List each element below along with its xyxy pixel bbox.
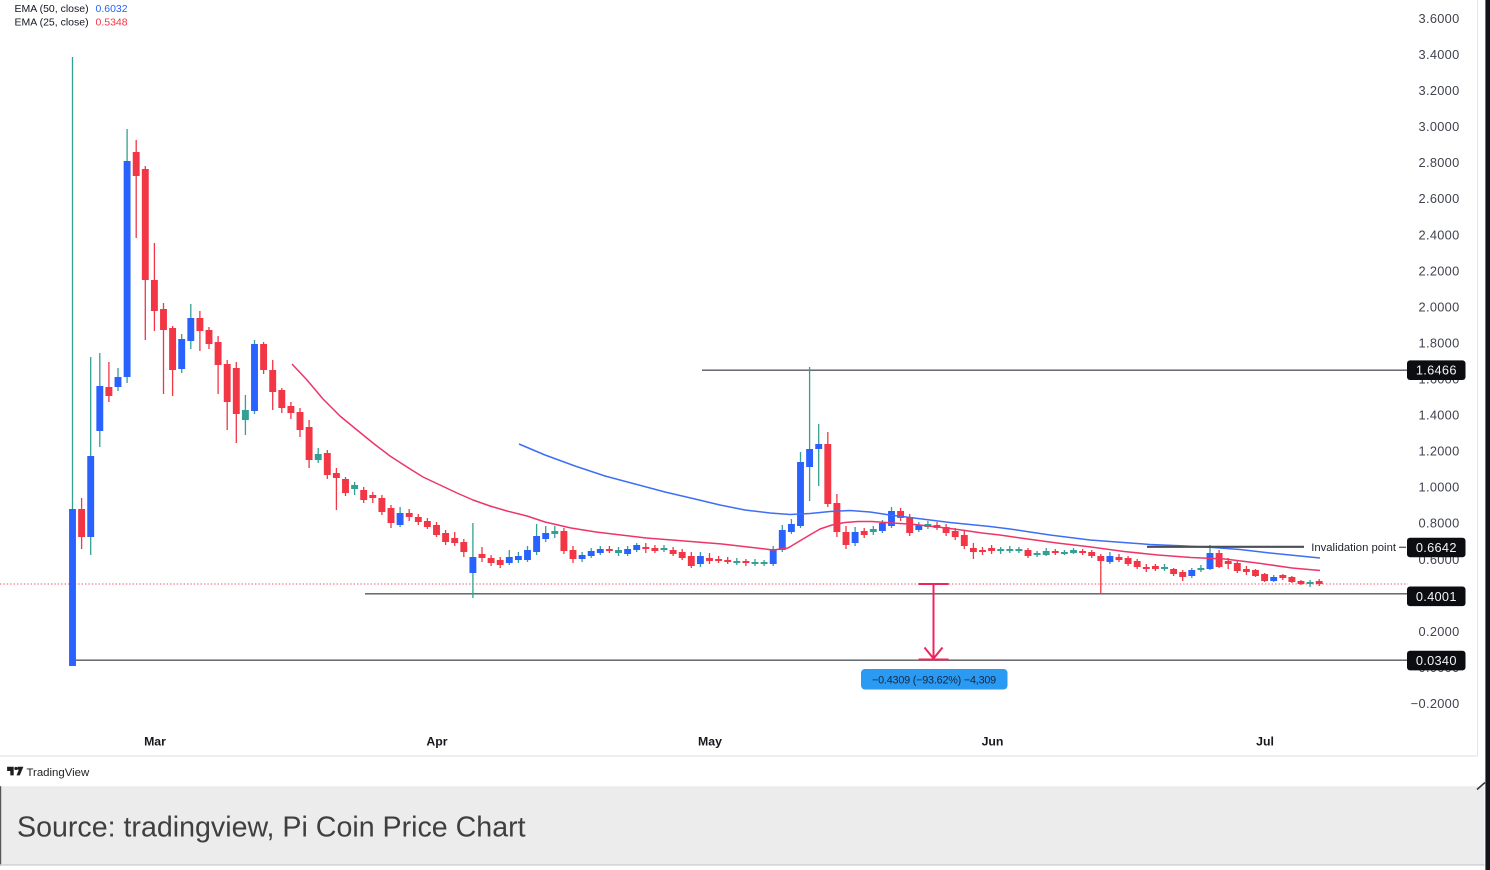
svg-text:1.6466: 1.6466: [1416, 363, 1457, 378]
svg-text:1.2000: 1.2000: [1419, 444, 1460, 459]
svg-text:0.8000: 0.8000: [1419, 516, 1460, 531]
svg-text:TradingView: TradingView: [27, 767, 90, 779]
svg-text:3.6000: 3.6000: [1419, 11, 1460, 26]
svg-text:0.6642: 0.6642: [1416, 540, 1457, 555]
svg-text:3.0000: 3.0000: [1419, 119, 1460, 134]
svg-text:2.8000: 2.8000: [1419, 155, 1460, 170]
svg-text:Invalidation point: Invalidation point: [1311, 542, 1397, 554]
svg-text:3.2000: 3.2000: [1419, 83, 1460, 98]
svg-text:0.5348: 0.5348: [96, 16, 128, 28]
svg-text:Source: tradingview, Pi Coin P: Source: tradingview, Pi Coin Price Chart: [17, 812, 526, 844]
svg-text:0.2000: 0.2000: [1419, 624, 1460, 639]
svg-text:1.0000: 1.0000: [1419, 480, 1460, 495]
svg-text:Jun: Jun: [982, 735, 1004, 749]
svg-text:Mar: Mar: [144, 735, 166, 749]
svg-text:3.4000: 3.4000: [1419, 47, 1460, 62]
svg-text:2.0000: 2.0000: [1419, 299, 1460, 314]
svg-text:May: May: [698, 735, 722, 749]
svg-text:−0.4309 (−93.62%) −4,309: −0.4309 (−93.62%) −4,309: [872, 674, 996, 686]
svg-text:0.0340: 0.0340: [1416, 653, 1457, 668]
svg-text:1.4000: 1.4000: [1419, 408, 1460, 423]
svg-text:0.4001: 0.4001: [1416, 589, 1457, 604]
svg-text:2.6000: 2.6000: [1419, 191, 1460, 206]
svg-text:0.6032: 0.6032: [96, 3, 128, 15]
svg-text:1.8000: 1.8000: [1419, 335, 1460, 350]
svg-text:−0.2000: −0.2000: [1411, 696, 1460, 711]
svg-text:Apr: Apr: [426, 735, 447, 749]
svg-text:EMA (50, close): EMA (50, close): [15, 3, 89, 15]
svg-text:2.2000: 2.2000: [1419, 263, 1460, 278]
svg-text:Jul: Jul: [1256, 735, 1274, 749]
svg-text:EMA (25, close): EMA (25, close): [15, 16, 89, 28]
svg-text:2.4000: 2.4000: [1419, 227, 1460, 242]
